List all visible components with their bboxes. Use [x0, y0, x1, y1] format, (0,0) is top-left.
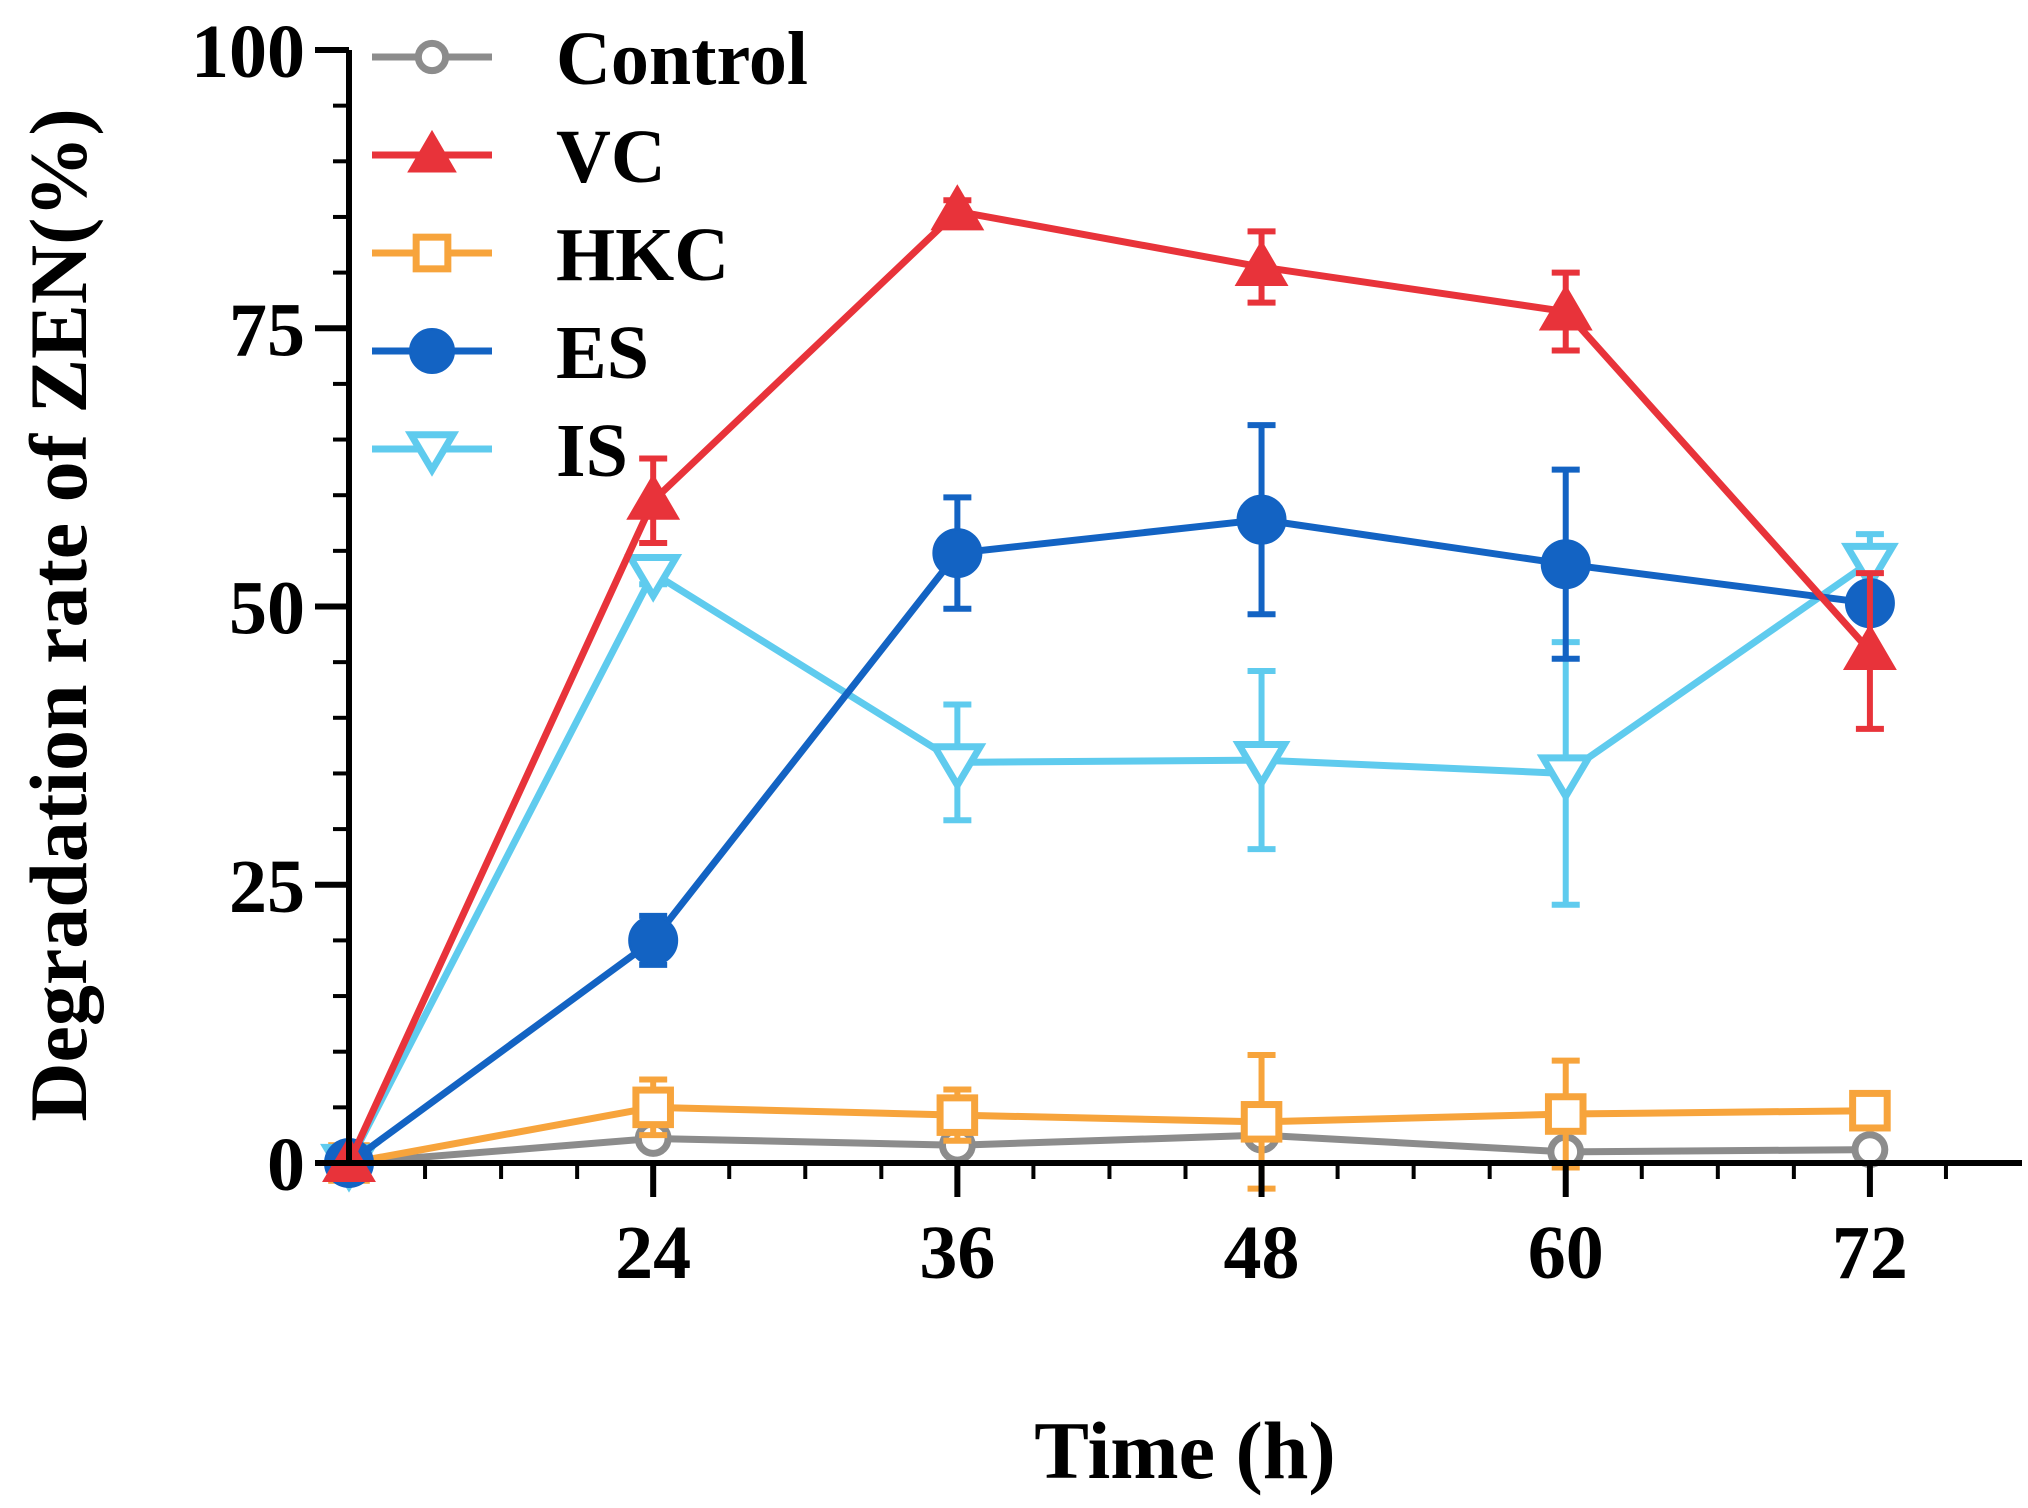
x-tick-label: 36	[919, 1211, 995, 1295]
marker-triangle-down	[928, 743, 987, 792]
marker-square-open	[936, 1094, 979, 1136]
marker-circle-open	[414, 39, 450, 75]
marker-triangle-up	[1842, 623, 1897, 671]
series-vc	[322, 184, 1897, 1182]
y-tick-label: 25	[229, 845, 305, 929]
marker-square-open	[1240, 1101, 1283, 1143]
legend-label: ES	[556, 311, 649, 395]
marker-triangle-up	[626, 473, 681, 520]
x-axis-title: Time (h)	[1034, 1405, 1335, 1496]
marker-triangle-down	[1232, 740, 1291, 790]
marker-circle	[932, 528, 983, 579]
series-line-hkc	[348, 1103, 1870, 1167]
legend-item-is: IS	[372, 409, 628, 493]
marker-triangle-up	[407, 129, 457, 173]
marker-triangle-down	[404, 431, 460, 477]
marker-triangle-up	[1538, 284, 1593, 331]
legend-item-vc: VC	[372, 115, 666, 199]
marker-circle	[628, 915, 679, 966]
legend-item-control: Control	[372, 17, 808, 101]
x-tick-label: 24	[615, 1211, 691, 1295]
series-es	[324, 422, 1895, 1188]
marker-triangle-down	[1840, 542, 1899, 592]
axes-layer	[315, 47, 2022, 1197]
marker-triangle-up	[930, 184, 985, 231]
y-tick-label: 50	[229, 567, 305, 651]
marker-circle	[1540, 539, 1591, 590]
series-line-control	[348, 1131, 1870, 1167]
marker-circle	[409, 328, 455, 374]
series-is	[320, 531, 1899, 1193]
x-tick-label: 72	[1832, 1211, 1908, 1295]
legend-label: Control	[556, 17, 808, 101]
marker-triangle-down	[1536, 754, 1595, 804]
marker-triangle-up	[1234, 239, 1289, 287]
series-line-es	[346, 516, 1871, 1166]
marker-square-open	[632, 1086, 674, 1129]
y-tick-label: 75	[229, 288, 305, 372]
marker-circle	[1236, 494, 1287, 545]
x-tick-label: 48	[1224, 1211, 1300, 1295]
marker-triangle-down	[624, 554, 683, 603]
legend-item-hkc: HKC	[372, 213, 729, 297]
y-tick-label: 0	[267, 1123, 305, 1207]
series-line-is	[345, 559, 1872, 1165]
legend-item-es: ES	[372, 311, 649, 395]
legend: Control VC HKC ES IS	[372, 17, 808, 493]
tick-label-layer: 0 25 50 75 100 24 36 48 60 72	[191, 10, 1908, 1295]
marker-square-open	[1849, 1089, 1891, 1132]
marker-square-open	[412, 233, 452, 273]
legend-label: VC	[556, 115, 666, 199]
x-tick-label: 60	[1528, 1211, 1604, 1295]
marker-square-open	[1544, 1093, 1587, 1135]
legend-label: HKC	[556, 213, 729, 297]
y-axis-title: Degradation rate of ZEN(%)	[13, 108, 104, 1121]
legend-label: IS	[556, 409, 628, 493]
series-line-vc	[345, 207, 1873, 1165]
y-tick-label: 100	[191, 10, 305, 94]
series-layer	[320, 184, 1899, 1193]
